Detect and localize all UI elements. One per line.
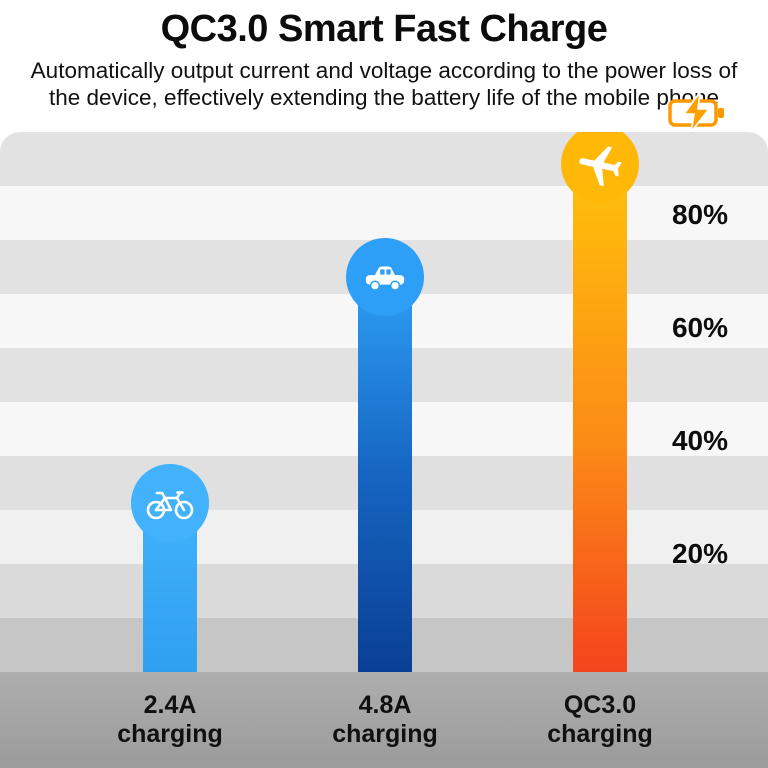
bar-head-circle — [131, 463, 209, 542]
x-label-line2: charging — [117, 720, 223, 748]
y-tick-label-80: 80% — [671, 199, 728, 230]
bar-head-circle — [346, 237, 424, 316]
x-axis-band: 2.4A charging 4.8A charging QC3.0 chargi… — [0, 672, 768, 768]
bar-head-circle — [561, 132, 639, 203]
bar-qc30-charging — [561, 132, 639, 672]
x-label-line1: 2.4A — [143, 690, 197, 719]
bar-48a-charging — [346, 237, 424, 672]
bar-chart: 80% 60% 40% 20% — [0, 132, 768, 768]
bar-column — [358, 276, 412, 672]
battery-charging-icon — [666, 90, 730, 134]
y-tick-label-60: 60% — [671, 312, 728, 343]
x-label-line2: charging — [547, 720, 653, 748]
car-icon — [362, 261, 408, 293]
x-label-line1: 4.8A — [358, 690, 412, 719]
subtitle-text: Automatically output current and voltage… — [30, 58, 738, 111]
bar-24a-charging — [131, 463, 209, 672]
x-label-line2: charging — [332, 720, 438, 748]
y-tick-label-40: 40% — [671, 425, 728, 456]
plot-area: 80% 60% 40% 20% — [0, 132, 768, 672]
x-label-48a: 4.8A charging — [297, 672, 473, 768]
airplane-icon — [575, 139, 625, 189]
page-title: QC3.0 Smart Fast Charge — [160, 8, 608, 50]
bar-column — [573, 163, 627, 672]
y-tick-label-20: 20% — [671, 538, 728, 569]
x-label-qc30: QC3.0 charging — [512, 672, 688, 768]
bicycle-icon — [146, 485, 194, 521]
x-label-24a: 2.4A charging — [82, 672, 258, 768]
x-label-line1: QC3.0 — [563, 690, 637, 719]
